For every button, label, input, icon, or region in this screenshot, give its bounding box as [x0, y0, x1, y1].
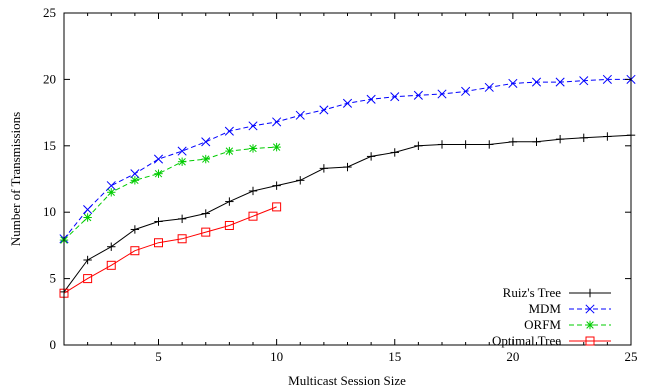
y-tick-label: 10 — [43, 204, 56, 219]
x-tick-label: 20 — [506, 349, 519, 364]
x-tick-label: 15 — [388, 349, 401, 364]
data-point-series-1 — [224, 126, 234, 136]
x-tick-label: 5 — [155, 349, 162, 364]
data-point-series-1 — [602, 74, 612, 84]
data-point-series-3 — [83, 274, 93, 284]
y-tick-label: 0 — [50, 337, 57, 352]
data-point-series-1 — [153, 154, 164, 164]
data-point-series-1 — [437, 89, 447, 99]
data-point-series-3 — [177, 234, 187, 244]
data-point-series-0 — [83, 255, 92, 265]
data-point-series-0 — [485, 140, 494, 149]
legend-label-3: Optimal Tree — [492, 333, 561, 348]
data-point-series-0 — [461, 140, 470, 149]
x-tick-label: 25 — [625, 349, 638, 364]
data-point-series-0 — [390, 148, 399, 157]
series-line-2 — [63, 146, 277, 241]
data-point-series-2 — [83, 213, 92, 222]
data-point-series-3 — [130, 246, 140, 256]
legend-label-0: Ruiz's Tree — [503, 285, 562, 300]
data-point-series-3 — [106, 260, 116, 270]
legend-marker-1 — [585, 304, 595, 314]
data-point-series-0 — [508, 137, 518, 147]
data-point-series-1 — [342, 98, 353, 108]
data-point-series-0 — [296, 176, 305, 185]
data-point-series-1 — [130, 169, 140, 179]
data-point-series-1 — [201, 137, 211, 147]
legend-label-2: ORFM — [524, 317, 561, 332]
data-point-series-1 — [366, 94, 376, 104]
plot-area — [59, 74, 636, 298]
data-point-series-1 — [579, 76, 589, 86]
data-point-series-0 — [107, 242, 116, 251]
data-point-series-1 — [177, 146, 187, 156]
data-point-series-1 — [272, 117, 282, 127]
data-point-series-1 — [319, 105, 329, 115]
data-point-series-0 — [532, 137, 541, 147]
y-tick-label: 5 — [50, 271, 57, 286]
data-point-series-1 — [508, 78, 518, 88]
data-point-series-3 — [201, 227, 211, 237]
data-point-series-2 — [248, 144, 258, 153]
data-point-series-0 — [248, 186, 258, 196]
y-tick-label: 20 — [43, 71, 56, 86]
data-point-series-1 — [248, 121, 258, 131]
data-point-series-0 — [130, 225, 140, 234]
data-point-series-0 — [437, 140, 447, 149]
y-tick-label: 15 — [43, 138, 56, 153]
data-point-series-1 — [83, 204, 93, 215]
data-point-series-0 — [603, 132, 612, 141]
data-point-series-1 — [390, 92, 400, 102]
legend-marker-2 — [585, 320, 595, 330]
data-point-series-0 — [225, 197, 234, 206]
y-tick-label: 25 — [43, 5, 56, 20]
y-axis-title: Number of Transmissions — [8, 112, 23, 246]
data-point-series-2 — [130, 176, 140, 185]
data-point-series-1 — [106, 181, 116, 191]
data-point-series-3 — [154, 238, 163, 248]
x-tick-label: 10 — [270, 349, 283, 364]
legend-marker-3 — [585, 336, 595, 346]
data-point-series-0 — [366, 152, 376, 161]
data-point-series-3 — [248, 211, 258, 221]
data-point-series-2 — [272, 142, 281, 152]
data-point-series-2 — [107, 188, 116, 197]
x-axis-title: Multicast Session Size — [288, 373, 406, 388]
data-point-series-3 — [272, 202, 282, 212]
data-point-series-0 — [579, 133, 588, 143]
data-point-series-0 — [272, 181, 281, 190]
data-point-series-2 — [177, 157, 187, 166]
data-point-series-1 — [531, 77, 542, 87]
data-point-series-1 — [461, 86, 471, 96]
legend-marker-0 — [585, 288, 595, 298]
data-point-series-0 — [201, 209, 210, 218]
data-point-series-0 — [319, 164, 329, 173]
data-point-series-1 — [413, 90, 423, 100]
data-point-series-1 — [484, 82, 494, 92]
data-point-series-1 — [555, 77, 565, 87]
data-point-series-2 — [225, 146, 234, 156]
legend-label-1: MDM — [528, 301, 561, 316]
series-line-3 — [63, 206, 277, 294]
data-point-series-2 — [201, 154, 210, 164]
data-point-series-0 — [555, 134, 565, 144]
data-point-series-0 — [343, 162, 352, 172]
series-line-0 — [63, 134, 632, 293]
data-point-series-3 — [224, 220, 234, 230]
axes: 0 5 10 15 20 25 5 10 15 20 25 — [43, 5, 638, 364]
data-point-series-0 — [177, 214, 187, 224]
data-point-series-0 — [154, 217, 163, 226]
data-point-series-0 — [414, 141, 423, 150]
data-point-series-2 — [154, 169, 163, 178]
data-point-series-1 — [295, 110, 305, 120]
